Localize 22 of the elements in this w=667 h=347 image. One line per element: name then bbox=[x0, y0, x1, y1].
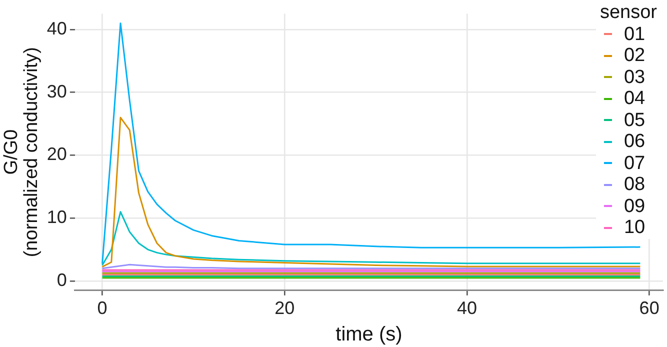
y-tick-label: 40 bbox=[46, 18, 67, 38]
legend-label: 01 bbox=[624, 24, 646, 45]
x-axis-title: time (s) bbox=[336, 324, 402, 346]
legend-label: 09 bbox=[624, 196, 646, 217]
legend-title: sensor bbox=[600, 2, 657, 24]
legend-label: 05 bbox=[624, 110, 646, 131]
y-tick-label: 10 bbox=[46, 207, 67, 228]
x-tick-label: 20 bbox=[274, 298, 295, 318]
x-tick-label: 0 bbox=[97, 298, 108, 318]
legend-label: 04 bbox=[624, 88, 646, 110]
legend-label: 06 bbox=[624, 131, 646, 152]
legend-label: 02 bbox=[624, 45, 646, 66]
y-tick-label: 20 bbox=[46, 144, 67, 164]
y-axis-title: G/G0 (normalized conductivity) bbox=[1, 47, 42, 258]
x-tick-label: 60 bbox=[639, 298, 660, 318]
legend-label: 10 bbox=[624, 217, 646, 238]
y-tick-label: 30 bbox=[46, 81, 67, 102]
x-tick-label: 40 bbox=[456, 298, 477, 318]
legend-label: 08 bbox=[624, 174, 646, 196]
legend-label: 03 bbox=[624, 66, 646, 88]
legend-label: 07 bbox=[624, 152, 646, 174]
y-tick-label: 0 bbox=[56, 270, 67, 290]
